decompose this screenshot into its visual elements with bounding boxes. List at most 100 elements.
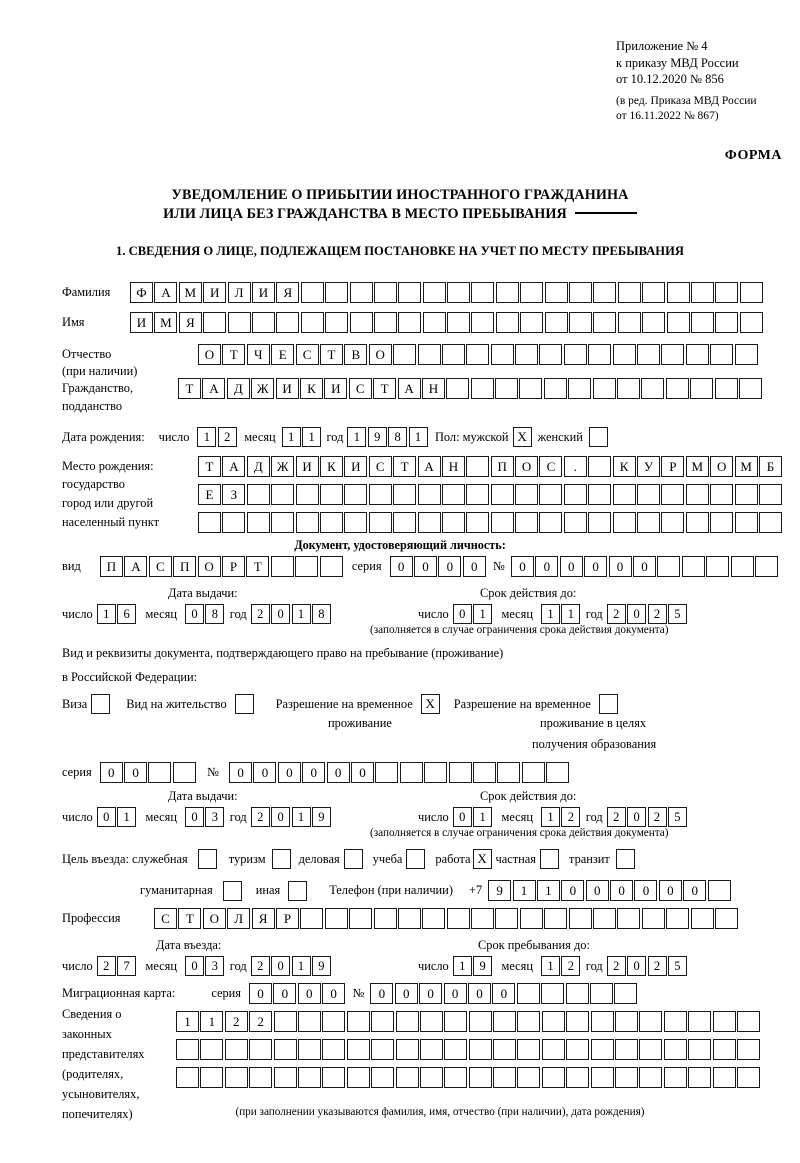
char-cell[interactable] [246,512,270,533]
char-cell[interactable]: 0 [584,556,608,577]
char-cell[interactable] [271,512,295,533]
char-cell[interactable] [200,1039,224,1060]
char-cell[interactable] [543,378,567,399]
char-cell[interactable] [637,512,661,533]
char-cell[interactable] [515,344,539,365]
char-cell[interactable] [661,484,685,505]
char-cell[interactable]: 1 [347,427,367,447]
char-cell[interactable] [200,1067,224,1088]
char-cell[interactable] [466,484,490,505]
char-cell[interactable] [444,1067,468,1088]
char-cell[interactable] [690,908,714,929]
char-cell[interactable] [295,484,319,505]
char-cell[interactable] [470,378,494,399]
char-cell[interactable]: О [515,456,539,477]
char-cell[interactable] [322,1067,346,1088]
char-cell[interactable]: А [154,282,178,303]
char-cell[interactable] [319,512,343,533]
char-cell[interactable] [417,484,441,505]
char-cell[interactable]: 6 [117,604,137,624]
char-cell[interactable]: Р [661,456,685,477]
char-cell[interactable] [520,312,544,333]
char-cell[interactable] [516,983,540,1004]
char-cell[interactable] [276,312,300,333]
char-cell[interactable]: С [148,556,172,577]
char-cell[interactable] [642,312,666,333]
char-cell[interactable] [490,344,514,365]
char-cell[interactable]: Р [221,556,245,577]
char-cell[interactable]: 0 [253,762,277,783]
char-cell[interactable] [734,512,758,533]
char-cell[interactable] [592,378,616,399]
char-cell[interactable] [569,282,593,303]
char-cell[interactable] [566,1067,590,1088]
char-cell[interactable]: Ж [251,378,275,399]
char-cell[interactable] [251,312,275,333]
char-cell[interactable]: 7 [117,956,137,976]
char-cell[interactable] [422,312,446,333]
char-cell[interactable]: Т [246,556,270,577]
char-cell[interactable]: 8 [388,427,408,447]
char-cell[interactable] [544,312,568,333]
char-cell[interactable] [295,512,319,533]
char-cell[interactable] [661,512,685,533]
char-cell[interactable] [710,512,734,533]
char-cell[interactable]: 2 [250,956,270,976]
char-cell[interactable]: 8 [205,604,225,624]
char-cell[interactable] [300,312,324,333]
char-cell[interactable] [615,1067,639,1088]
char-cell[interactable] [617,908,641,929]
char-cell[interactable]: 1 [536,880,560,901]
purpose-other-checkbox[interactable] [288,880,308,901]
char-cell[interactable]: М [734,456,758,477]
char-cell[interactable] [590,1011,614,1032]
char-cell[interactable] [395,1011,419,1032]
char-cell[interactable]: Т [222,344,246,365]
char-cell[interactable]: Н [421,378,445,399]
char-cell[interactable]: 0 [535,556,559,577]
char-cell[interactable]: 1 [117,807,137,827]
char-cell[interactable]: 0 [683,880,707,901]
char-cell[interactable]: 2 [561,956,581,976]
char-cell[interactable] [568,378,592,399]
char-cell[interactable]: Т [319,344,343,365]
char-cell[interactable] [222,512,246,533]
char-cell[interactable]: 2 [606,604,626,624]
char-cell[interactable] [539,512,563,533]
char-cell[interactable]: 0 [627,604,647,624]
char-cell[interactable]: 0 [438,556,462,577]
char-cell[interactable]: И [251,282,275,303]
char-cell[interactable]: 0 [394,983,418,1004]
char-cell[interactable] [539,484,563,505]
char-cell[interactable] [590,1067,614,1088]
char-cell[interactable]: Д [246,456,270,477]
visa-checkbox[interactable] [91,694,111,714]
char-cell[interactable] [398,312,422,333]
char-cell[interactable]: Т [198,456,221,477]
char-cell[interactable] [447,282,471,303]
char-cell[interactable] [663,1011,687,1032]
char-cell[interactable] [517,1039,541,1060]
char-cell[interactable]: Л [227,282,251,303]
char-cell[interactable] [714,908,738,929]
char-cell[interactable] [399,762,423,783]
char-cell[interactable]: 0 [634,880,658,901]
char-cell[interactable] [466,512,490,533]
char-cell[interactable] [706,556,730,577]
char-cell[interactable]: 9 [311,807,331,827]
char-cell[interactable] [515,512,539,533]
char-cell[interactable] [344,512,368,533]
char-cell[interactable] [661,344,685,365]
char-cell[interactable]: 0 [492,983,516,1004]
char-cell[interactable] [663,1067,687,1088]
char-cell[interactable] [422,908,446,929]
char-cell[interactable] [712,1011,736,1032]
char-cell[interactable]: 2 [250,807,270,827]
